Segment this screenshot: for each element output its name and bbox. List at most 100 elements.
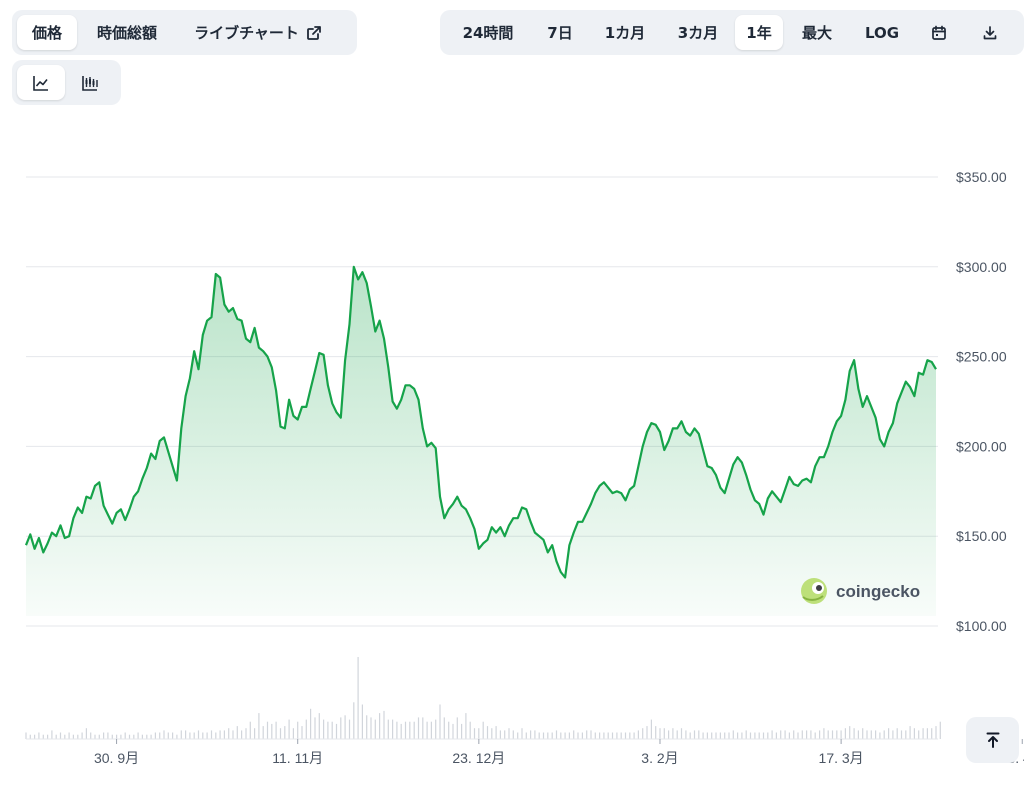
volume-bar xyxy=(547,732,549,739)
volume-bar xyxy=(85,728,87,739)
line-chart-button[interactable] xyxy=(17,65,65,100)
range-max-button[interactable]: 最大 xyxy=(783,15,851,50)
tab-market-cap-label: 時価総額 xyxy=(96,24,157,42)
volume-bar xyxy=(810,730,812,739)
volume-bar xyxy=(335,723,338,739)
volume-bar xyxy=(103,732,105,739)
volume-bar xyxy=(862,728,864,739)
volume-bar xyxy=(650,719,652,739)
volume-bar xyxy=(292,728,294,739)
tab-price[interactable]: 価格 xyxy=(17,15,77,50)
volume-bar xyxy=(29,734,31,739)
volume-bar xyxy=(426,721,428,739)
volume-bar xyxy=(913,728,915,739)
volume-bar xyxy=(793,730,795,739)
candlestick-icon xyxy=(81,74,99,92)
volume-bar xyxy=(193,732,195,739)
volume-bar xyxy=(521,728,523,739)
volume-bar xyxy=(38,732,40,739)
volume-bar xyxy=(357,657,359,739)
log-scale-button[interactable]: LOG xyxy=(851,15,913,50)
volume-bar xyxy=(323,719,325,739)
volume-bar xyxy=(353,702,355,739)
range-24h-button[interactable]: 24時間 xyxy=(445,15,531,50)
volume-bar xyxy=(189,732,191,739)
x-tick-label: 11. 11月 xyxy=(272,750,323,766)
candlestick-chart-button[interactable] xyxy=(65,65,115,100)
range-7d-button[interactable]: 7日 xyxy=(531,15,589,50)
volume-bar xyxy=(931,728,933,739)
volume-bar xyxy=(780,730,782,739)
volume-bar xyxy=(607,732,609,739)
volume-bar xyxy=(77,734,79,739)
volume-bar xyxy=(47,734,49,739)
download-icon xyxy=(982,25,998,41)
volume-bar xyxy=(491,728,493,739)
volume-bar xyxy=(668,730,670,739)
calendar-icon xyxy=(931,25,947,41)
volume-bar xyxy=(448,721,450,739)
tab-market-cap[interactable]: 時価総額 xyxy=(77,15,177,50)
volume-bar xyxy=(564,732,566,739)
range-label: 最大 xyxy=(801,24,832,42)
volume-bar xyxy=(555,730,558,739)
volume-bar xyxy=(473,728,476,739)
volume-bar xyxy=(456,717,458,739)
external-link-icon xyxy=(306,25,322,41)
range-label: 3カ月 xyxy=(677,24,719,42)
volume-bar xyxy=(461,723,463,739)
volume-bar xyxy=(197,730,200,739)
scroll-to-top-button[interactable] xyxy=(966,717,1019,763)
volume-bar xyxy=(741,732,743,739)
volume-bar xyxy=(284,726,286,739)
volume-bar xyxy=(844,728,846,739)
volume-bar xyxy=(404,721,407,739)
volume-bar xyxy=(249,721,251,739)
tab-live-chart[interactable]: ライブチャート xyxy=(177,15,339,50)
range-1y-button[interactable]: 1年 xyxy=(735,15,783,50)
volume-bar xyxy=(271,723,273,739)
volume-bar xyxy=(379,713,381,739)
volume-bar xyxy=(98,734,100,739)
volume-bar xyxy=(154,732,156,739)
y-tick-label: $250.00 xyxy=(956,349,1007,365)
volume-bar xyxy=(128,734,131,739)
volume-bar xyxy=(392,719,394,739)
volume-bar xyxy=(611,732,614,739)
volume-bar xyxy=(400,723,402,739)
volume-bar xyxy=(254,728,256,739)
volume-bar xyxy=(275,721,277,739)
date-range-button[interactable] xyxy=(913,15,965,50)
volume-bar xyxy=(215,732,217,739)
volume-bar xyxy=(413,721,415,739)
volume-bar xyxy=(603,732,605,739)
volume-bar xyxy=(172,732,174,739)
volume-bar xyxy=(715,732,717,739)
volume-bar xyxy=(90,732,92,739)
volume-bar xyxy=(801,730,803,739)
volume-bar xyxy=(767,732,769,739)
volume-bar xyxy=(642,728,644,739)
volume-bar xyxy=(534,730,536,739)
volume-bar xyxy=(348,719,351,739)
tab-price-label: 価格 xyxy=(31,24,62,42)
volume-bar xyxy=(314,717,316,739)
volume-bar xyxy=(504,730,506,739)
x-tick-label: 3. 2月 xyxy=(641,750,678,766)
watermark-text: coingecko xyxy=(836,582,920,601)
range-1m-button[interactable]: 1カ月 xyxy=(589,15,661,50)
volume-bar xyxy=(594,732,596,739)
download-button[interactable] xyxy=(965,15,1015,50)
volume-bar xyxy=(659,728,661,739)
range-3m-button[interactable]: 3カ月 xyxy=(661,15,735,50)
volume-bar xyxy=(81,732,83,739)
volume-bar xyxy=(633,732,635,739)
volume-bar xyxy=(905,730,907,739)
volume-bar xyxy=(241,730,243,739)
volume-bar xyxy=(581,732,583,739)
volume-bar xyxy=(478,728,480,739)
volume-bar xyxy=(219,730,221,739)
volume-bar xyxy=(758,732,760,739)
volume-bar xyxy=(137,732,139,739)
